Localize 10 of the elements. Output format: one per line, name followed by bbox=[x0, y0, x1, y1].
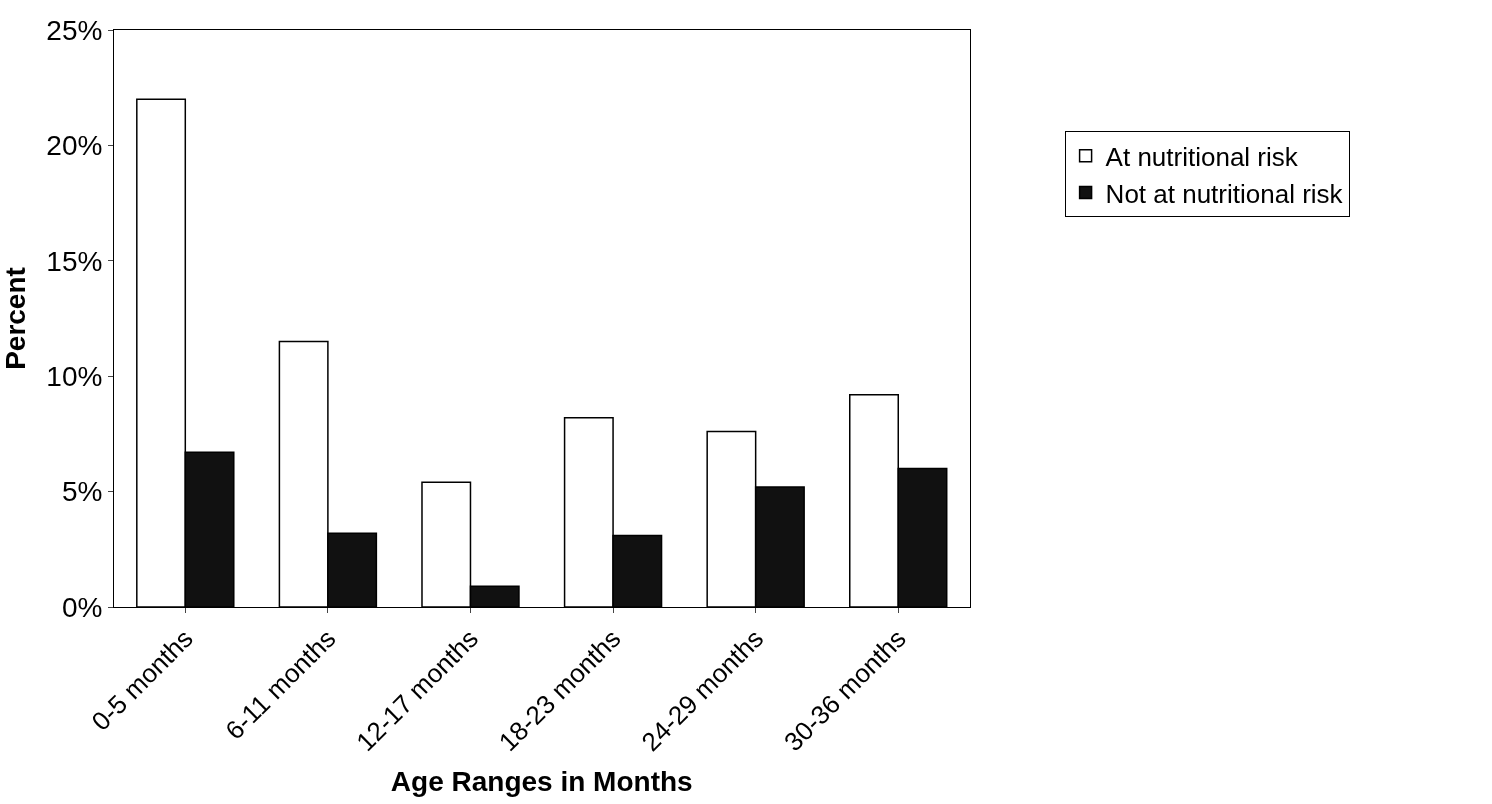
y-tick-label: 5% bbox=[61, 476, 103, 508]
y-tick-label: 10% bbox=[46, 361, 103, 392]
y-tick-label: 25% bbox=[46, 14, 103, 46]
x-axis-title: Age Ranges in Months bbox=[390, 766, 693, 798]
legend-label: At nutritional risk bbox=[1105, 141, 1299, 172]
legend-label: Not at nutritional risk bbox=[1105, 178, 1344, 209]
y-tick-label: 20% bbox=[46, 130, 103, 162]
y-tick-label: 0% bbox=[61, 591, 103, 623]
y-axis-title: Percent bbox=[0, 267, 31, 370]
y-tick-label: 15% bbox=[46, 245, 103, 277]
